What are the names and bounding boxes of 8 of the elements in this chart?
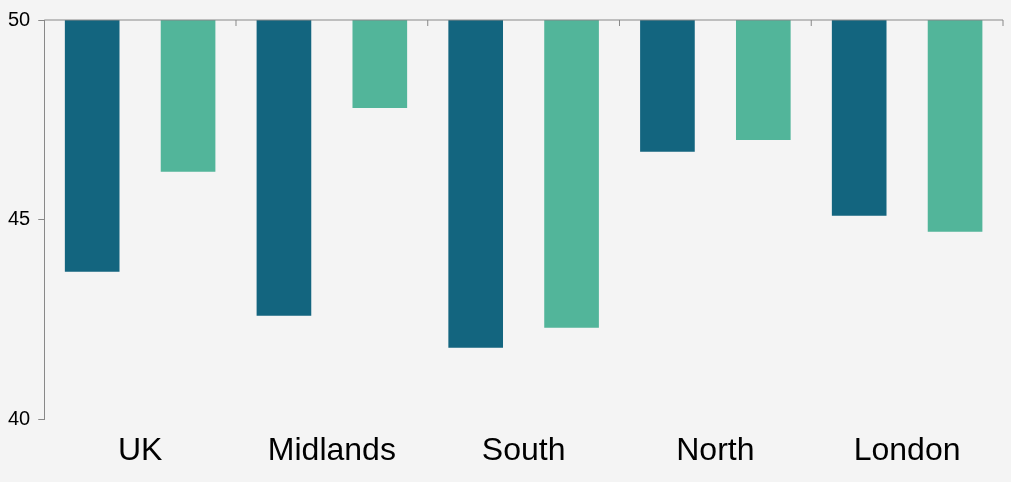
- x-tick-label: UK: [117, 430, 163, 467]
- y-tick-label: 40: [8, 407, 31, 430]
- x-tick-label: London: [853, 430, 961, 467]
- x-tick-label: South: [481, 430, 566, 467]
- x-tick-label: North: [676, 430, 755, 467]
- y-tick-label: 50: [8, 7, 31, 30]
- y-tick-label: 45: [8, 207, 31, 230]
- x-tick-label: Midlands: [267, 430, 396, 467]
